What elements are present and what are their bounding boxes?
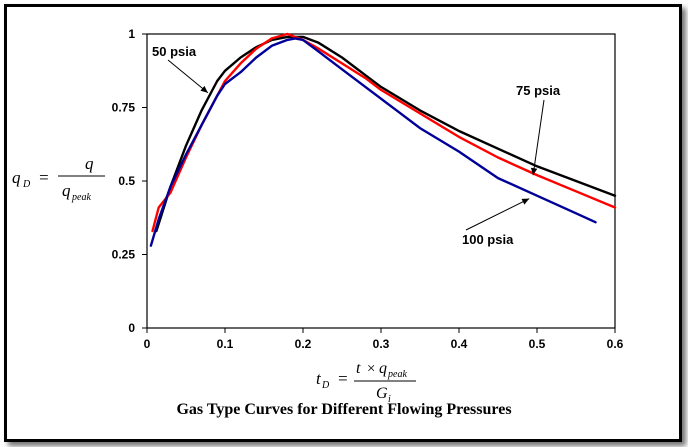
annotation-arrowhead-100-psia [521, 198, 530, 205]
x-tick-label: 0.3 [373, 337, 390, 351]
annotation-arrow-100-psia [465, 198, 530, 231]
x-formula-num-times: × [366, 361, 376, 377]
x-formula-num-sub: peak [387, 369, 407, 380]
annotation-label-100-psia: 100 psia [462, 232, 514, 247]
y-formula-eq: = [38, 168, 49, 187]
tick-labels: 0 0.1 0.2 0.3 0.4 0.5 0.6 0 0.25 0.5 0.75 1 [112, 27, 624, 351]
y-tick-label: 0.5 [118, 174, 135, 188]
y-tick-label: 0.75 [112, 101, 136, 115]
annotation-arrow-50-psia [167, 59, 209, 94]
y-formula-den-sub: peak [71, 192, 91, 203]
annotation-arrowhead-75-psia [530, 167, 538, 176]
x-tick-label: 0.5 [529, 337, 546, 351]
y-formula-den: q [62, 181, 71, 200]
x-axis-label: t D = t × q peak G i [316, 360, 416, 405]
x-tick-label: 0 [144, 337, 151, 351]
series-line-100-psia [149, 37, 597, 247]
annotation-label-75-psia: 75 psia [516, 83, 561, 98]
x-formula-den: G [376, 385, 388, 402]
plot-area-border [146, 33, 616, 329]
x-formula-lhs: t [316, 369, 322, 388]
series-line-75-psia [151, 32, 617, 233]
series-lines [149, 32, 617, 247]
y-axis-label: q D = q q peak [12, 154, 105, 203]
annotation-label-50-psia: 50 psia [152, 44, 197, 59]
annotation-arrowhead-50-psia [200, 85, 208, 93]
x-formula-num-q: q [379, 360, 387, 377]
axes [142, 33, 616, 333]
figure-frame [4, 4, 682, 442]
annotations: 50 psia 75 psia 100 psia [152, 44, 561, 247]
x-tick-label: 0.4 [451, 337, 468, 351]
y-formula-num: q [85, 154, 94, 173]
x-tick-label: 0.6 [607, 337, 624, 351]
series-line-50-psia [155, 35, 617, 233]
x-formula-num-t: t [356, 360, 361, 377]
annotation-arrow-75-psia [532, 99, 545, 176]
y-tick-label: 0 [128, 321, 135, 335]
x-formula-eq: = [337, 369, 348, 388]
y-formula-lhs: q [12, 168, 21, 187]
y-tick-label: 0.25 [112, 248, 136, 262]
x-formula-den-sub: i [388, 394, 391, 405]
y-formula-lhs-sub: D [22, 179, 31, 190]
x-formula-lhs-sub: D [321, 380, 330, 391]
x-tick-label: 0.1 [217, 337, 234, 351]
y-tick-label: 1 [128, 27, 135, 41]
chart-title: Gas Type Curves for Different Flowing Pr… [176, 401, 512, 418]
x-tick-label: 0.2 [295, 337, 312, 351]
